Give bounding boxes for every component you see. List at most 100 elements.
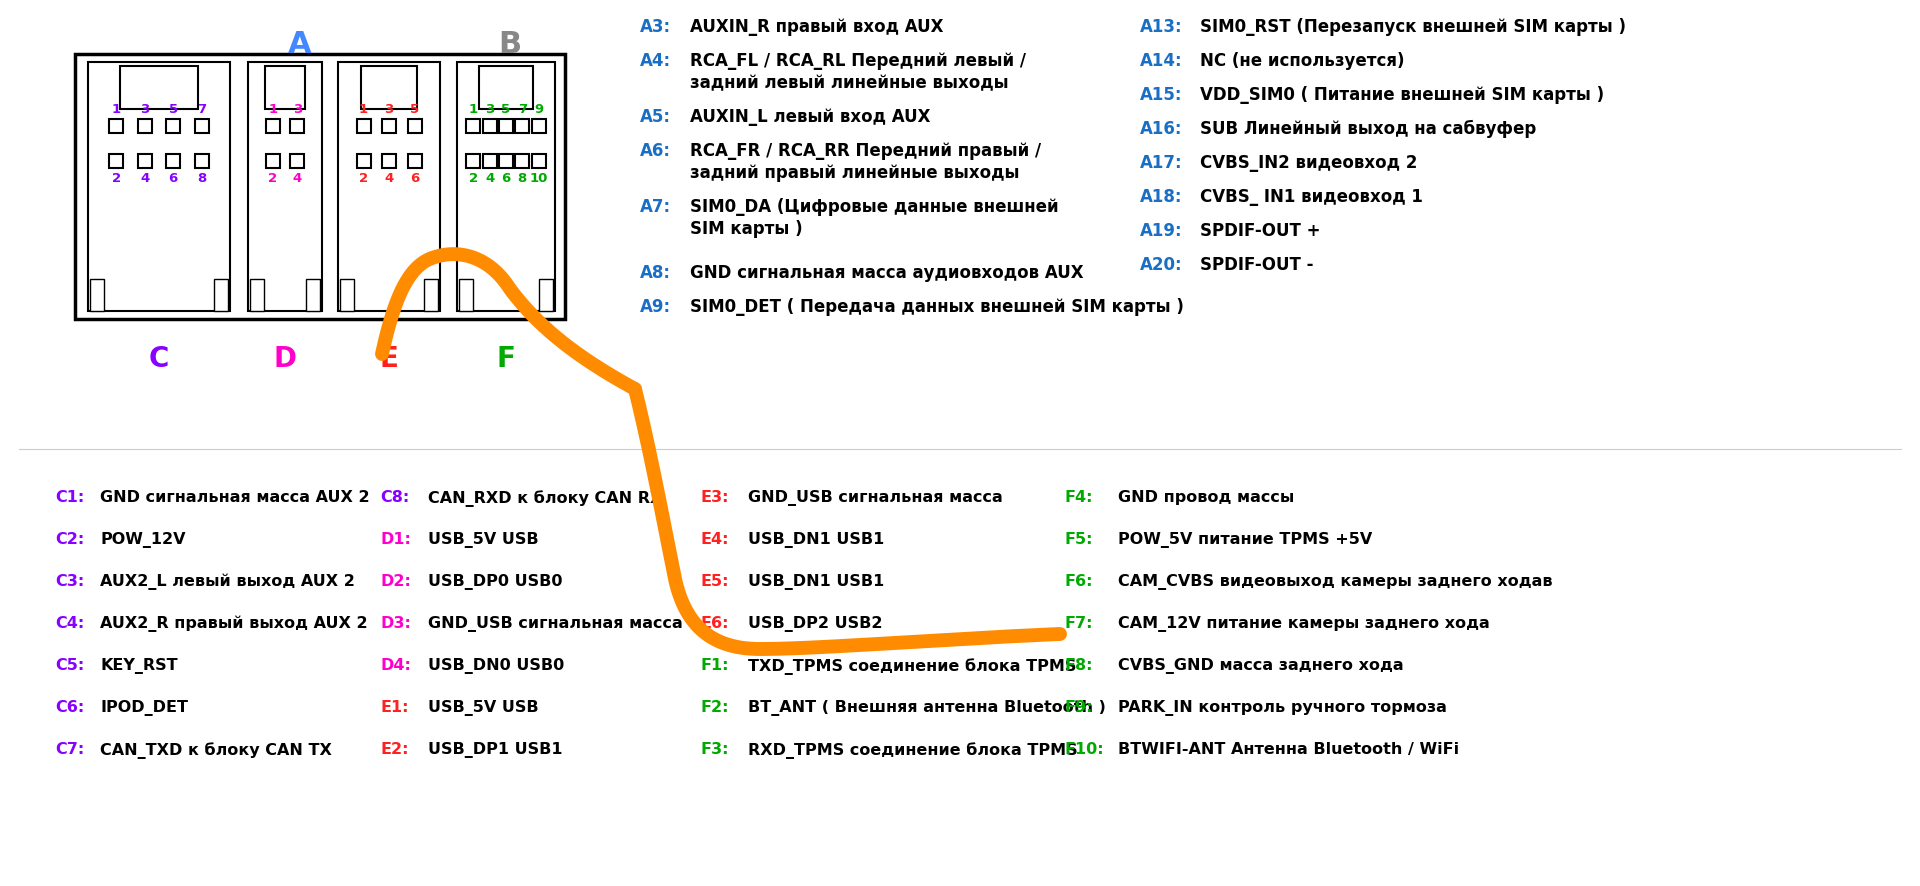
Bar xyxy=(167,155,180,169)
Text: CVBS_IN2 видеовход 2: CVBS_IN2 видеовход 2 xyxy=(1200,154,1417,172)
Text: E1:: E1: xyxy=(380,699,409,714)
Bar xyxy=(138,120,152,134)
Text: 2: 2 xyxy=(111,172,121,185)
Text: CAN_TXD к блоку CAN TX: CAN_TXD к блоку CAN TX xyxy=(100,742,332,758)
Text: F1:: F1: xyxy=(701,657,728,672)
Bar xyxy=(515,120,530,134)
Text: A20:: A20: xyxy=(1140,256,1183,274)
Bar xyxy=(382,120,396,134)
Text: E2:: E2: xyxy=(380,742,409,756)
Bar xyxy=(75,55,564,320)
Bar xyxy=(467,120,480,134)
Bar xyxy=(290,120,305,134)
Text: C: C xyxy=(150,345,169,373)
Text: 1: 1 xyxy=(468,103,478,116)
Text: 8: 8 xyxy=(518,172,526,185)
Bar xyxy=(515,155,530,169)
Bar xyxy=(540,280,553,312)
Text: CVBS_ IN1 видеовход 1: CVBS_ IN1 видеовход 1 xyxy=(1200,188,1423,206)
Text: CAM_CVBS видеовыход камеры заднего ходав: CAM_CVBS видеовыход камеры заднего ходав xyxy=(1117,573,1553,589)
Text: 2: 2 xyxy=(468,172,478,185)
Text: F7:: F7: xyxy=(1066,615,1094,630)
Text: D2:: D2: xyxy=(380,573,411,588)
Text: VDD_SIM0 ( Питание внешней SIM карты ): VDD_SIM0 ( Питание внешней SIM карты ) xyxy=(1200,86,1603,104)
Text: 5: 5 xyxy=(169,103,179,116)
Text: 7: 7 xyxy=(518,103,526,116)
Text: E6:: E6: xyxy=(701,615,728,630)
Text: C4:: C4: xyxy=(56,615,84,630)
Text: TXD_TPMS соединение блока TPMS: TXD_TPMS соединение блока TPMS xyxy=(749,657,1077,674)
Bar xyxy=(357,120,371,134)
Bar xyxy=(499,155,513,169)
Bar xyxy=(482,155,497,169)
Bar xyxy=(290,155,305,169)
Text: E: E xyxy=(380,345,399,373)
Text: C2:: C2: xyxy=(56,532,84,547)
Text: F5:: F5: xyxy=(1066,532,1094,547)
Text: A15:: A15: xyxy=(1140,86,1183,104)
Text: A6:: A6: xyxy=(639,142,670,159)
Text: USB_DP2 USB2: USB_DP2 USB2 xyxy=(749,615,883,632)
Text: GND сигнальная масса AUX 2: GND сигнальная масса AUX 2 xyxy=(100,489,371,504)
Text: GND сигнальная масса аудиовходов AUX: GND сигнальная масса аудиовходов AUX xyxy=(689,264,1083,282)
Text: A19:: A19: xyxy=(1140,222,1183,240)
Bar xyxy=(90,280,104,312)
Text: A5:: A5: xyxy=(639,108,670,126)
Text: 6: 6 xyxy=(501,172,511,185)
Text: F9:: F9: xyxy=(1066,699,1094,714)
Bar xyxy=(213,280,228,312)
Bar xyxy=(119,67,198,110)
Text: SPDIF-OUT +: SPDIF-OUT + xyxy=(1200,222,1321,240)
Text: SIM0_DA (Цифровые данные внешней: SIM0_DA (Цифровые данные внешней xyxy=(689,198,1058,216)
Text: F10:: F10: xyxy=(1066,742,1104,756)
Text: 1: 1 xyxy=(269,103,276,116)
Text: USB_5V USB: USB_5V USB xyxy=(428,532,540,548)
Text: 4: 4 xyxy=(140,172,150,185)
Text: 6: 6 xyxy=(169,172,179,185)
Text: SIM карты ): SIM карты ) xyxy=(689,220,803,237)
Text: F4:: F4: xyxy=(1066,489,1094,504)
Text: A3:: A3: xyxy=(639,18,672,36)
Text: POW_5V питание TPMS +5V: POW_5V питание TPMS +5V xyxy=(1117,532,1373,548)
Text: 4: 4 xyxy=(486,172,493,185)
Bar xyxy=(407,155,422,169)
Bar xyxy=(250,280,265,312)
Text: 2: 2 xyxy=(269,172,276,185)
Text: CAN_RXD к блоку CAN RX: CAN_RXD к блоку CAN RX xyxy=(428,489,662,506)
Text: A17:: A17: xyxy=(1140,154,1183,172)
Text: A14:: A14: xyxy=(1140,52,1183,70)
Text: E5:: E5: xyxy=(701,573,728,588)
Bar xyxy=(424,280,438,312)
Text: AUX2_R правый выход AUX 2: AUX2_R правый выход AUX 2 xyxy=(100,615,367,632)
Text: 3: 3 xyxy=(384,103,394,116)
Bar xyxy=(248,63,323,312)
Text: 10: 10 xyxy=(530,172,547,185)
Bar xyxy=(407,120,422,134)
Text: F3:: F3: xyxy=(701,742,728,756)
Text: USB_5V USB: USB_5V USB xyxy=(428,699,540,715)
Text: PARK_IN контроль ручного тормоза: PARK_IN контроль ручного тормоза xyxy=(1117,699,1448,715)
Bar xyxy=(194,120,209,134)
Text: A: A xyxy=(288,30,311,59)
Bar xyxy=(532,155,545,169)
Bar xyxy=(338,63,440,312)
Text: 3: 3 xyxy=(292,103,301,116)
Text: C8:: C8: xyxy=(380,489,409,504)
Text: AUXIN_L левый вход AUX: AUXIN_L левый вход AUX xyxy=(689,108,931,126)
Text: USB_DN1 USB1: USB_DN1 USB1 xyxy=(749,532,885,548)
Text: IPOD_DET: IPOD_DET xyxy=(100,699,188,715)
Text: GND провод массы: GND провод массы xyxy=(1117,489,1294,504)
Text: USB_DN1 USB1: USB_DN1 USB1 xyxy=(749,573,885,589)
Text: C6:: C6: xyxy=(56,699,84,714)
Text: RCA_FR / RCA_RR Передний правый /: RCA_FR / RCA_RR Передний правый / xyxy=(689,142,1041,159)
Text: F6:: F6: xyxy=(1066,573,1094,588)
Bar xyxy=(109,155,123,169)
Text: A18:: A18: xyxy=(1140,188,1183,206)
Bar xyxy=(340,280,353,312)
Text: E3:: E3: xyxy=(701,489,728,504)
Text: C5:: C5: xyxy=(56,657,84,672)
Text: 3: 3 xyxy=(486,103,493,116)
Bar xyxy=(459,280,472,312)
Text: B: B xyxy=(499,30,522,59)
Bar xyxy=(265,120,280,134)
